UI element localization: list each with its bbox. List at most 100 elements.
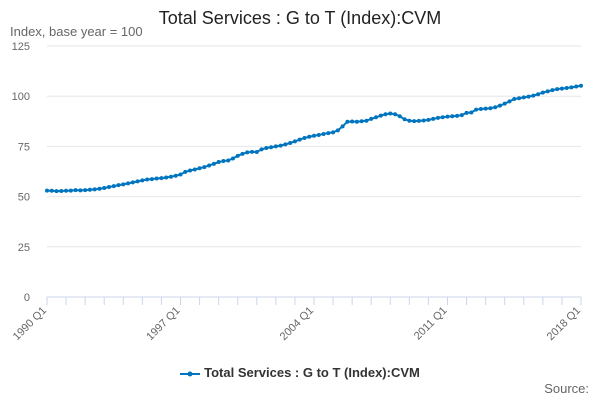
data-point xyxy=(559,86,564,91)
data-point xyxy=(68,188,73,193)
data-point xyxy=(450,114,455,119)
data-point xyxy=(469,110,474,115)
data-point xyxy=(269,145,274,150)
data-point xyxy=(540,90,545,95)
series-line xyxy=(46,84,582,193)
data-point xyxy=(579,83,583,88)
data-point xyxy=(316,132,321,137)
data-point xyxy=(373,115,378,120)
data-point xyxy=(97,186,102,191)
data-point xyxy=(512,97,517,102)
data-point xyxy=(183,169,188,174)
legend-label: Total Services : G to T (Index):CVM xyxy=(204,365,420,380)
data-point xyxy=(154,176,159,181)
data-point xyxy=(455,113,460,118)
data-point xyxy=(254,150,259,155)
data-point xyxy=(555,87,560,92)
data-point xyxy=(164,175,169,180)
data-point xyxy=(188,168,193,173)
data-point xyxy=(245,150,250,155)
y-tick-label: 100 xyxy=(12,91,30,103)
data-point xyxy=(364,118,369,123)
data-point xyxy=(545,89,550,94)
data-point xyxy=(192,167,197,172)
source-label: Source: xyxy=(544,381,589,396)
data-point xyxy=(354,119,359,124)
data-point xyxy=(488,106,493,111)
x-tick-label: 1997 Q1 xyxy=(144,305,182,343)
data-point xyxy=(211,161,216,166)
data-point xyxy=(321,131,326,136)
data-point xyxy=(550,88,555,93)
y-tick-label: 75 xyxy=(18,141,30,153)
y-tick-label: 25 xyxy=(18,242,30,254)
data-point xyxy=(126,181,131,186)
data-point xyxy=(536,92,541,97)
data-point xyxy=(159,176,164,181)
data-point xyxy=(326,131,331,136)
data-point xyxy=(464,110,469,115)
y-axis-label: Index, base year = 100 xyxy=(10,24,143,39)
data-point xyxy=(478,107,483,112)
data-point xyxy=(235,153,240,158)
y-tick-label: 125 xyxy=(12,41,30,53)
x-tick-label: 2018 Q1 xyxy=(545,305,583,343)
data-point xyxy=(121,182,126,187)
data-point xyxy=(345,119,350,124)
data-point xyxy=(302,135,307,140)
data-point xyxy=(407,118,412,123)
data-point xyxy=(497,103,502,108)
data-point xyxy=(230,156,235,161)
data-point xyxy=(264,146,269,151)
data-point xyxy=(369,116,374,121)
data-point xyxy=(292,139,297,144)
data-point xyxy=(331,130,336,135)
data-point xyxy=(383,112,388,117)
data-point xyxy=(569,85,574,90)
data-point xyxy=(92,187,97,192)
data-point xyxy=(178,172,183,177)
data-point xyxy=(493,105,498,110)
data-point xyxy=(149,177,154,182)
data-point xyxy=(130,180,135,185)
data-point xyxy=(54,189,59,194)
data-point xyxy=(416,118,421,123)
data-point xyxy=(393,112,398,117)
data-point xyxy=(278,143,283,148)
data-point xyxy=(388,111,393,116)
data-point xyxy=(102,185,107,190)
legend-line-icon xyxy=(180,371,201,377)
data-point xyxy=(226,158,231,163)
data-point xyxy=(273,144,278,149)
data-point xyxy=(502,101,507,106)
data-point xyxy=(173,173,178,178)
data-point xyxy=(402,117,407,122)
x-tick-label: 2011 Q1 xyxy=(412,305,450,343)
data-point xyxy=(517,96,522,101)
data-point xyxy=(135,179,140,184)
x-tick-label: 1990 Q1 xyxy=(11,305,49,343)
data-point xyxy=(240,151,245,156)
data-point xyxy=(312,133,316,138)
data-point xyxy=(526,94,531,99)
legend[interactable]: Total Services : G to T (Index):CVM xyxy=(0,365,600,380)
data-point xyxy=(288,140,293,145)
data-point xyxy=(145,177,150,182)
data-point xyxy=(87,187,92,192)
data-point xyxy=(297,137,302,142)
data-point xyxy=(483,106,488,111)
data-point xyxy=(397,114,402,119)
data-point xyxy=(49,188,54,193)
data-point xyxy=(440,115,445,120)
data-point xyxy=(459,113,464,118)
data-point xyxy=(216,160,221,165)
data-point xyxy=(335,128,340,133)
data-point xyxy=(574,84,579,89)
data-point xyxy=(378,113,383,118)
data-point xyxy=(64,188,69,193)
data-point xyxy=(116,183,121,188)
data-point xyxy=(564,85,569,90)
data-point xyxy=(250,149,255,154)
data-point xyxy=(59,188,64,193)
